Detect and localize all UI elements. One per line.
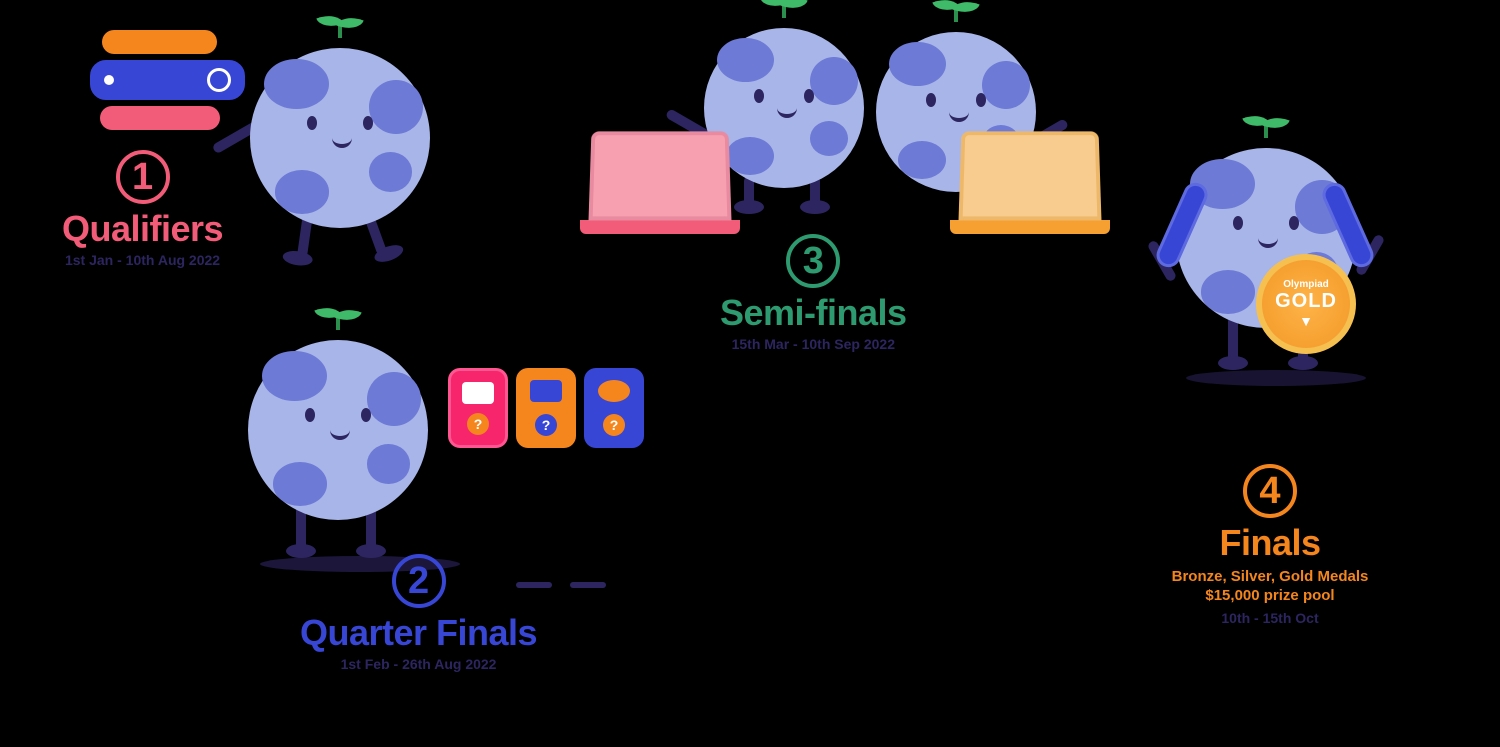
stage-4-sub2: $15,000 prize pool (1205, 587, 1334, 604)
stage-1-number: 1 (116, 150, 170, 204)
earth-mascot-2 (248, 340, 428, 520)
card-blue: ? (584, 368, 644, 448)
medal-small-text: Olympiad (1283, 279, 1329, 290)
stage-1-label: 1 Qualifiers 1st Jan - 10th Aug 2022 (62, 150, 223, 268)
card-orange: ? (516, 368, 576, 448)
pill-blue-big (90, 60, 245, 100)
pill-orange (102, 30, 217, 54)
stage-1-pills (90, 30, 245, 136)
dash-1 (516, 582, 552, 588)
card-pink: ? (448, 368, 508, 448)
stage-1-date: 1st Jan - 10th Aug 2022 (65, 252, 220, 268)
stage-3-label: 3 Semi-finals 15th Mar - 10th Sep 2022 (720, 234, 907, 352)
earth-mascot-1 (250, 48, 430, 228)
stage-4-sub1: Bronze, Silver, Gold Medals (1172, 568, 1369, 585)
medal-big-text: GOLD (1275, 290, 1337, 313)
stage-2-number: 2 (392, 554, 446, 608)
stage-4-label: 4 Finals Bronze, Silver, Gold Medals $15… (1130, 464, 1410, 626)
gold-medal: Olympiad GOLD ▼ (1256, 254, 1356, 354)
stage-3-title: Semi-finals (720, 292, 907, 334)
stage-2-cards: ? ? ? (448, 368, 644, 448)
stage-4-number: 4 (1243, 464, 1297, 518)
stage-3-date: 15th Mar - 10th Sep 2022 (732, 336, 895, 352)
dash-2 (570, 582, 606, 588)
pill-pink (100, 106, 220, 130)
stage-2-date: 1st Feb - 26th Aug 2022 (341, 656, 497, 672)
earth-4-shadow (1186, 370, 1366, 386)
stage-3-number: 3 (786, 234, 840, 288)
stage-2-label: 2 Quarter Finals 1st Feb - 26th Aug 2022 (300, 554, 537, 672)
laptop-pink (590, 130, 740, 234)
stage-4-title: Finals (1219, 522, 1320, 564)
stage-1-title: Qualifiers (62, 208, 223, 250)
laptop-orange (960, 130, 1110, 234)
stage-4-date: 10th - 15th Oct (1221, 610, 1318, 626)
stage-2-title: Quarter Finals (300, 612, 537, 654)
